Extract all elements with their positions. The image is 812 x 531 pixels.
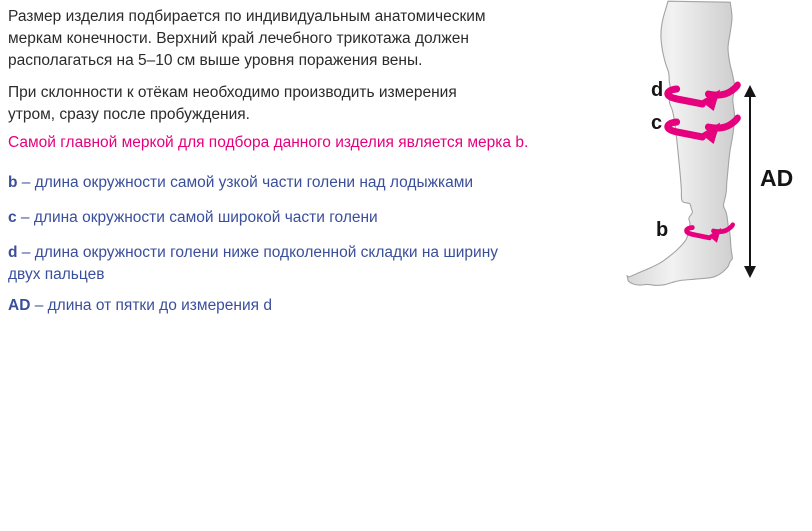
svg-text:b: b <box>656 219 668 241</box>
svg-text:AD: AD <box>760 165 793 191</box>
svg-text:d: d <box>651 79 663 101</box>
svg-text:c: c <box>651 112 662 134</box>
